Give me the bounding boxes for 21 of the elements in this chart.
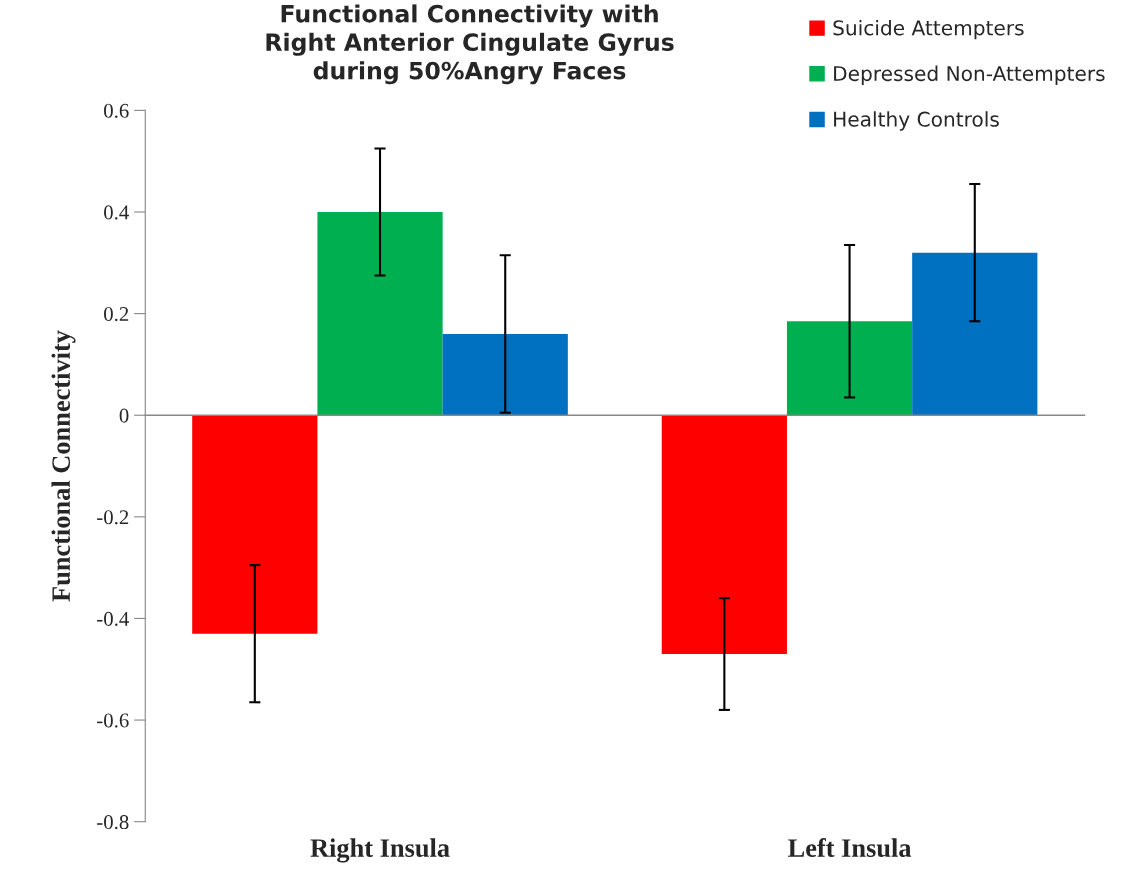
legend-label: Healthy Controls bbox=[834, 111, 999, 131]
y-tick-label: -0.2 bbox=[97, 510, 129, 525]
x-tick-label: Left Insula bbox=[788, 838, 912, 857]
y-tick-label: 0 bbox=[119, 408, 129, 423]
legend-label: Depressed Non-Attempters bbox=[834, 65, 1105, 86]
y-axis-title: Functional Connectivity bbox=[51, 330, 76, 602]
x-tick-label: Right Insula bbox=[310, 838, 450, 863]
bar bbox=[442, 333, 568, 416]
y-tick-label: -0.6 bbox=[97, 713, 129, 728]
chart-title: Functional Connectivity with Right Anterior Cingulate Gyrus during 50%Angry Faces bbox=[266, 4, 674, 85]
bar bbox=[317, 211, 443, 416]
y-tick-label: 0.4 bbox=[104, 205, 129, 220]
legend-label: Suicide Attempters bbox=[833, 19, 1024, 40]
bar bbox=[661, 415, 787, 655]
y-tick-label: 0.6 bbox=[104, 103, 129, 118]
y-tick-label: -0.4 bbox=[97, 611, 129, 626]
bar bbox=[786, 321, 913, 416]
bar bbox=[192, 415, 318, 634]
y-tick-label: 0.2 bbox=[104, 306, 129, 322]
y-tick-label: -0.8 bbox=[97, 815, 129, 830]
bar bbox=[912, 252, 1038, 416]
